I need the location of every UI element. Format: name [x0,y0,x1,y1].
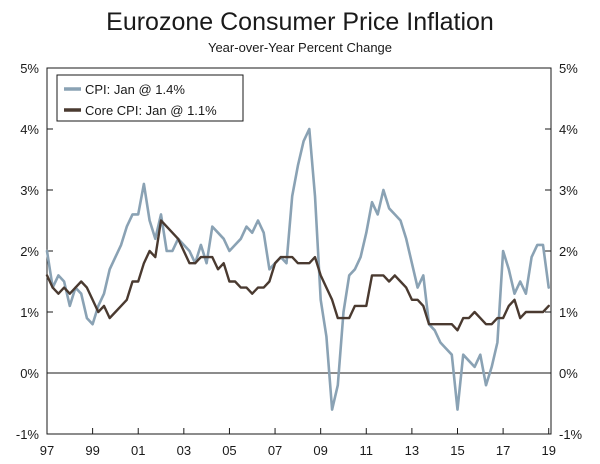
x-tick-label: 03 [177,443,191,458]
y-tick-label-right: 2% [559,244,578,259]
x-tick-label: 11 [360,443,374,458]
x-tick-label: 09 [313,443,327,458]
y-tick-label-right: 3% [559,183,578,198]
x-tick-label: 99 [85,443,99,458]
legend-label-cpi: CPI: Jan @ 1.4% [85,82,185,97]
y-tick-label-left: 2% [20,244,39,259]
y-tick-label-left: 3% [20,183,39,198]
y-tick-label-right: 5% [559,61,578,76]
y-tick-label-left: 1% [20,305,39,320]
x-tick-label: 19 [541,443,555,458]
x-tick-label: 13 [405,443,419,458]
series-line-cpi [45,127,551,411]
legend-label-core-cpi: Core CPI: Jan @ 1.1% [85,103,217,118]
y-tick-label-left: -1% [16,427,40,442]
y-tick-label-left: 4% [20,122,39,137]
x-tick-label: 07 [268,443,282,458]
y-tick-label-right: -1% [559,427,583,442]
y-tick-label-right: 1% [559,305,578,320]
x-tick-label: 17 [496,443,510,458]
x-tick-label: 01 [131,443,145,458]
y-tick-label-left: 5% [20,61,39,76]
chart-title: Eurozone Consumer Price Inflation [106,8,494,36]
legend-box [56,74,244,122]
plot-frame [46,67,552,435]
series-line-core-cpi [45,219,550,332]
y-tick-label-right: 4% [559,122,578,137]
x-tick-label: 05 [222,443,236,458]
x-tick-label: 97 [40,443,54,458]
y-tick-label-right: 0% [559,366,578,381]
chart-subtitle: Year-over-Year Percent Change [207,40,393,55]
x-tick-label: 15 [450,443,464,458]
y-tick-label-left: 0% [20,366,39,381]
